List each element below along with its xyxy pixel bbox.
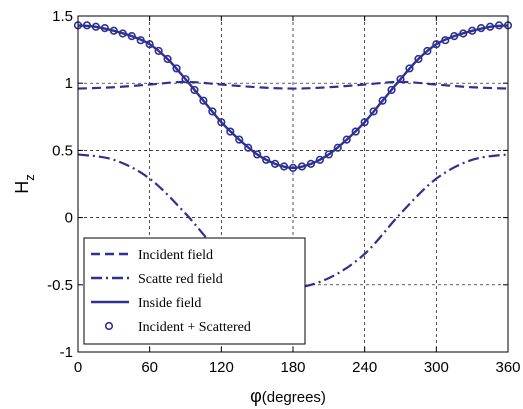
data-point-marker — [324, 150, 333, 159]
data-point-marker — [351, 127, 360, 136]
y-tick-label: -1 — [60, 344, 73, 361]
data-point-marker — [235, 135, 244, 144]
data-point-marker — [441, 36, 450, 45]
data-point-marker — [127, 32, 136, 41]
x-tick-label: 0 — [74, 359, 82, 376]
data-point-marker — [270, 159, 280, 168]
data-point-marker — [226, 127, 235, 136]
y-tick-label: -0.5 — [47, 277, 73, 294]
data-point-marker — [414, 54, 423, 64]
data-point-marker — [208, 107, 217, 116]
data-point-marker — [253, 150, 262, 159]
legend-label: Inside field — [138, 296, 201, 311]
tick-marks — [77, 15, 509, 353]
x-tick-label: 60 — [141, 359, 158, 376]
data-point-marker — [333, 143, 342, 152]
data-point-marker — [306, 159, 316, 168]
data-point-marker — [315, 155, 324, 164]
y-axis-label-main: H — [12, 181, 32, 194]
x-tick-label: 180 — [280, 359, 305, 376]
data-point-marker — [91, 22, 101, 31]
data-point-marker — [297, 162, 307, 171]
legend-box — [83, 237, 306, 345]
data-point-marker — [396, 75, 405, 84]
data-point-marker — [145, 40, 154, 49]
data-point-marker — [423, 46, 432, 56]
data-point-marker — [100, 23, 109, 33]
data-point-marker — [387, 85, 396, 95]
data-point-marker — [459, 29, 468, 38]
data-point-marker — [82, 21, 92, 30]
data-point-marker — [181, 75, 190, 84]
y-axis-label: Hz — [12, 174, 37, 194]
data-point-marker — [369, 107, 378, 116]
x-axis-label: φ(degrees) — [250, 386, 326, 406]
data-point-marker — [342, 135, 351, 144]
y-axis-label-subscript: z — [22, 174, 37, 181]
data-point-marker — [485, 22, 495, 31]
data-point-marker — [288, 163, 298, 172]
data-point-marker — [279, 162, 289, 171]
tick-labels: 0 60 120 180 240 300 360 -1 -0.5 0 0.5 1 1.5 — [47, 8, 520, 376]
data-point-marker — [163, 54, 172, 64]
data-point-marker — [432, 40, 441, 49]
data-point-marker — [172, 64, 181, 73]
y-tick-label: 1 — [65, 75, 73, 92]
y-tick-label: 1.5 — [52, 8, 73, 25]
data-point-marker — [360, 118, 369, 127]
x-tick-label: 120 — [209, 359, 234, 376]
data-point-marker — [262, 155, 271, 164]
x-tick-label: 300 — [424, 359, 449, 376]
x-tick-label: 240 — [352, 359, 377, 376]
y-tick-label: 0.5 — [52, 142, 73, 159]
data-point-marker — [118, 29, 127, 38]
legend-label: Scatte red field — [138, 272, 223, 287]
legend-label: Incident + Scattered — [138, 320, 251, 335]
data-point-marker — [190, 85, 199, 95]
data-point-marker — [494, 21, 504, 30]
series-line-dashed — [77, 80, 509, 90]
x-axis-label-text: (degrees) — [262, 389, 326, 406]
data-point-marker — [378, 96, 387, 105]
data-point-marker — [136, 36, 145, 45]
data-point-marker — [450, 32, 459, 41]
legend-label: Incident field — [138, 248, 213, 263]
data-point-marker — [477, 23, 486, 33]
y-tick-label: 0 — [65, 210, 73, 227]
data-point-marker — [199, 96, 208, 105]
data-point-marker — [154, 46, 163, 56]
grid-lines — [78, 16, 508, 352]
data-point-marker — [217, 118, 226, 127]
series-line-solid — [77, 24, 509, 170]
data-point-marker — [244, 143, 253, 152]
legend-marker — [104, 321, 114, 331]
data-point-marker — [405, 64, 414, 73]
data-point-marker — [468, 26, 477, 35]
legend: Incident field Scatte red field Inside fie… — [83, 237, 306, 345]
x-tick-label: 360 — [495, 359, 520, 376]
data-point-marker — [109, 26, 118, 35]
x-axis-label-symbol: φ — [250, 386, 262, 406]
